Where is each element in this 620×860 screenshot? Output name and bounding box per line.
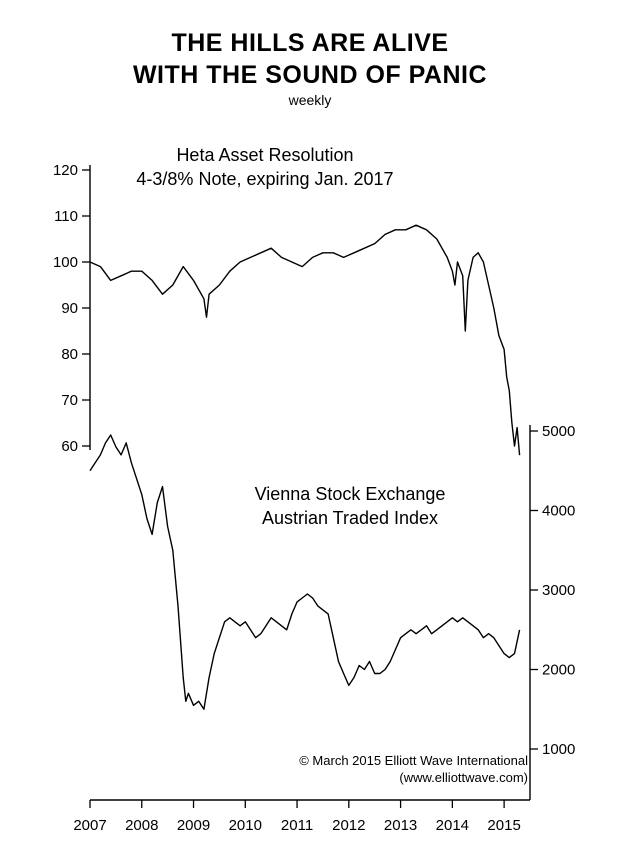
x-tick-label: 2015	[487, 817, 520, 834]
heta-series-label-line-1: Heta Asset Resolution	[176, 145, 354, 165]
chart-series	[89, 224, 521, 710]
left-y-tick-label: 60	[61, 438, 78, 455]
atx-series-label: Vienna Stock Exchange Austrian Traded In…	[190, 482, 510, 530]
heta-note-series-line	[89, 224, 521, 456]
x-tick-label: 2012	[332, 817, 365, 834]
x-tick-label: 2009	[177, 817, 210, 834]
left-y-tick-label: 90	[61, 300, 78, 317]
x-tick-label: 2014	[436, 817, 469, 834]
right-y-tick-label: 1000	[542, 741, 575, 758]
left-y-tick-label: 100	[53, 254, 78, 271]
x-tick-label: 2008	[125, 817, 158, 834]
x-tick-label: 2013	[384, 817, 417, 834]
x-tick-label: 2010	[229, 817, 262, 834]
copyright-line-1: © March 2015 Elliott Wave International	[299, 753, 528, 768]
right-y-tick-label: 4000	[542, 503, 575, 520]
right-y-tick-label: 5000	[542, 423, 575, 440]
right-y-tick-label: 2000	[542, 662, 575, 679]
atx-index-series-line	[89, 434, 521, 710]
x-tick-label: 2007	[73, 817, 106, 834]
heta-series-label: Heta Asset Resolution 4-3/8% Note, expir…	[80, 143, 450, 191]
heta-series-label-line-2: 4-3/8% Note, expiring Jan. 2017	[136, 169, 394, 189]
x-tick-label: 2011	[281, 817, 313, 834]
copyright-line-2: (www.elliottwave.com)	[399, 770, 528, 785]
left-y-tick-label: 80	[61, 346, 78, 363]
left-y-tick-label: 110	[54, 208, 78, 225]
left-y-tick-label: 70	[61, 392, 78, 409]
atx-series-label-line-1: Vienna Stock Exchange	[254, 484, 446, 504]
chart-title-line-2: WITH THE SOUND OF PANIC	[132, 61, 488, 89]
chart-subtitle: weekly	[288, 92, 332, 108]
chart-title-line-1: THE HILLS ARE ALIVE	[171, 29, 449, 57]
atx-series-label-line-2: Austrian Traded Index	[261, 508, 439, 528]
chart-axes: 60 70 80 90 100 110 120 1000 2000 3000 4000 5000 200…	[53, 162, 575, 834]
right-y-tick-label: 3000	[542, 582, 575, 599]
left-y-tick-label: 120	[53, 162, 78, 179]
copyright-note: © March 2015 Elliott Wave International …	[299, 752, 528, 786]
